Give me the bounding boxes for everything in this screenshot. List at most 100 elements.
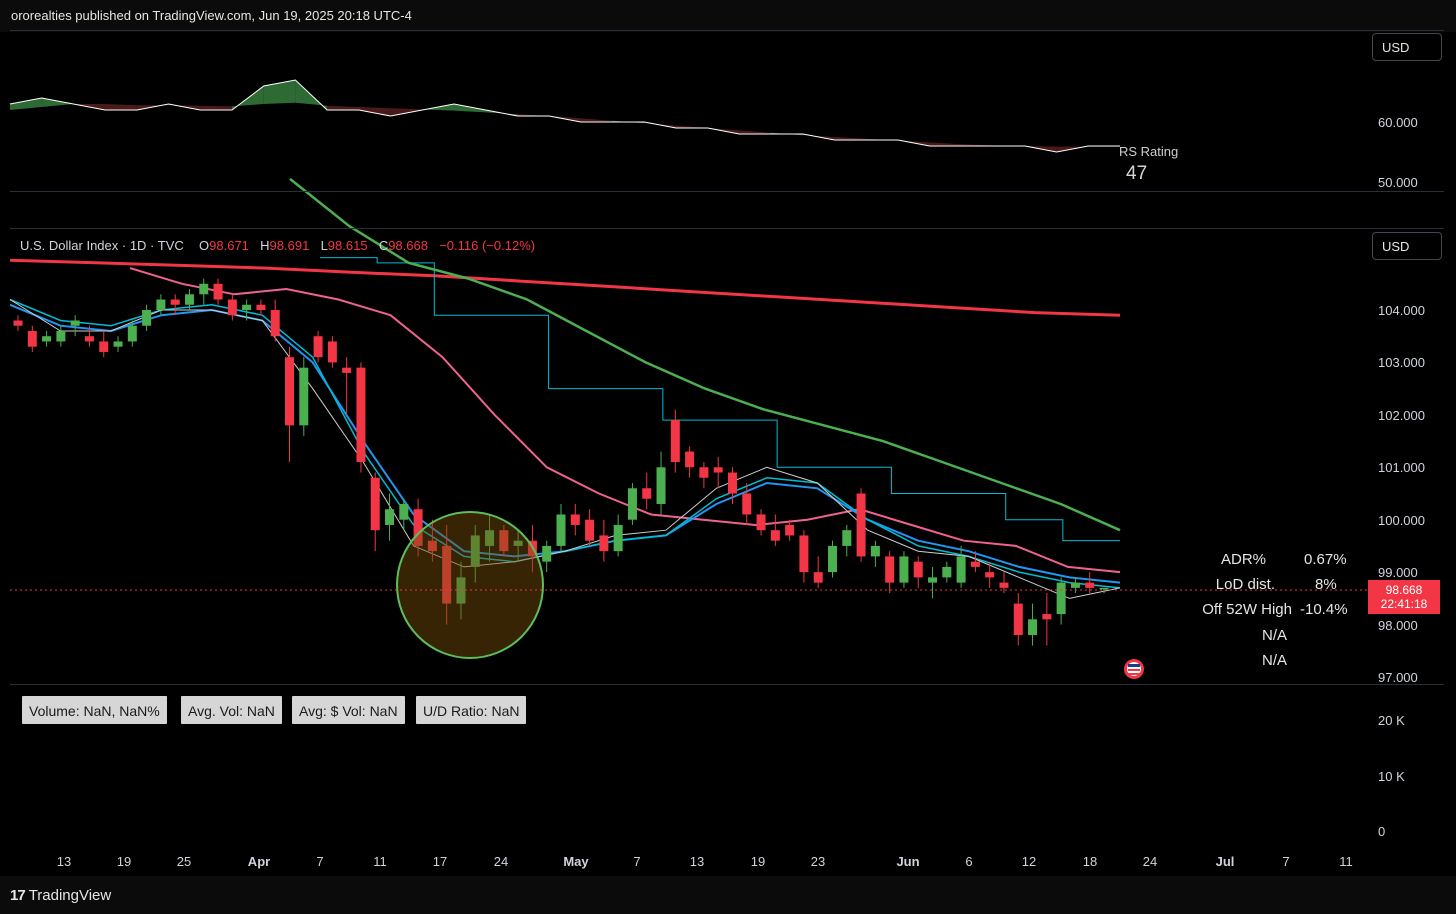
candle-down[interactable] [285,357,294,426]
rs-currency-button[interactable]: USD [1372,33,1442,61]
candle-up[interactable] [613,524,623,552]
candle-up[interactable] [70,320,80,326]
candle-down[interactable] [413,509,423,546]
x-tick: Apr [247,854,271,869]
candle-down[interactable] [342,367,352,373]
candle-up[interactable] [627,488,637,520]
candle-down[interactable] [13,320,23,326]
legend-open: 98.671 [209,238,249,253]
candle-down[interactable] [599,535,609,552]
legend-low-label: L [320,238,328,253]
candle-down[interactable] [856,493,866,557]
chart-canvas[interactable] [0,32,1456,876]
candle-down[interactable] [270,310,280,337]
candle-up[interactable] [399,503,409,520]
candle-down[interactable] [699,467,709,478]
candle-down[interactable] [742,493,752,515]
candle-down[interactable] [313,336,323,358]
candle-down[interactable] [27,330,37,347]
candle-up[interactable] [385,509,395,525]
candle-down[interactable] [1085,582,1095,588]
tradingview-logo[interactable]: 17 TradingView [10,887,111,904]
candle-down[interactable] [970,561,980,567]
candle-down[interactable] [570,514,580,525]
candle-down[interactable] [685,451,695,468]
ma-5-line [9,299,1121,599]
candle-down[interactable] [499,530,509,552]
candle-down[interactable] [327,341,337,363]
candle-down[interactable] [427,540,437,552]
candle-up[interactable] [1056,582,1066,615]
candle-down[interactable] [727,472,737,494]
candle-down[interactable] [713,467,723,473]
candle-up[interactable] [42,336,52,342]
legend-symbol: U.S. Dollar Index · 1D · TVC [20,238,184,253]
candle-up[interactable] [1070,582,1080,588]
volume-y-tick: 10 K [1378,769,1405,784]
candle-up[interactable] [928,577,938,583]
candle-up[interactable] [1028,619,1038,636]
rs-pane-top-border [10,30,1444,31]
price-currency-button[interactable]: USD [1372,232,1442,260]
price-y-tick: 104.000 [1378,303,1425,318]
candle-down[interactable] [256,304,266,310]
x-tick: 7 [316,854,324,869]
us-flag-icon[interactable] [1124,659,1144,679]
candle-up[interactable] [242,304,252,310]
candle-down[interactable] [999,582,1009,588]
candle-down[interactable] [84,336,94,342]
candle-down[interactable] [985,572,995,578]
candle-up[interactable] [127,325,137,342]
candle-up[interactable] [142,310,152,326]
candle-down[interactable] [370,477,380,531]
x-tick: 7 [633,854,641,869]
candle-up[interactable] [113,341,123,347]
candle-down[interactable] [885,556,895,583]
price-y-tick: 103.000 [1378,355,1425,370]
x-tick: 23 [810,854,826,869]
candle-up[interactable] [656,467,666,504]
symbol-legend[interactable]: U.S. Dollar Index · 1D · TVC O98.671 H98… [20,238,535,253]
candle-down[interactable] [213,283,223,300]
candle-up[interactable] [842,530,852,546]
candle-down[interactable] [913,561,923,578]
candle-down[interactable] [756,514,766,531]
candle-up[interactable] [942,566,952,578]
candle-up[interactable] [556,514,566,546]
candle-up[interactable] [485,530,495,546]
x-tick: 17 [432,854,448,869]
candle-up[interactable] [870,545,880,557]
rs-fill-negative [327,105,359,110]
candle-down[interactable] [813,572,823,583]
price-pane[interactable] [9,177,1368,659]
candle-up[interactable] [184,294,194,305]
candle-down[interactable] [227,299,237,316]
candle-down[interactable] [442,545,452,604]
candle-up[interactable] [542,545,552,562]
x-tick: Jun [896,854,920,869]
candle-up[interactable] [470,535,480,567]
candle-down[interactable] [770,530,780,541]
candle-down[interactable] [356,367,366,463]
candle-down[interactable] [1042,614,1052,620]
candle-down[interactable] [785,524,795,536]
candle-up[interactable] [899,556,909,583]
candle-up[interactable] [956,556,966,583]
candle-down[interactable] [799,535,809,573]
candle-up[interactable] [199,283,209,295]
candle-down[interactable] [585,519,595,541]
x-tick: Jul [1215,854,1235,869]
candle-down[interactable] [1013,603,1023,636]
candle-down[interactable] [642,488,652,499]
candle-up[interactable] [828,545,837,573]
candle-down[interactable] [170,299,180,305]
candle-up[interactable] [56,330,66,342]
candle-up[interactable] [156,299,166,310]
candle-down[interactable] [670,420,680,463]
volume-y-tick: 0 [1378,824,1386,839]
candle-up[interactable] [513,540,523,546]
x-tick: 12 [1021,854,1037,869]
candle-up[interactable] [299,367,309,426]
candle-down[interactable] [99,341,109,352]
candle-up[interactable] [1099,587,1109,590]
